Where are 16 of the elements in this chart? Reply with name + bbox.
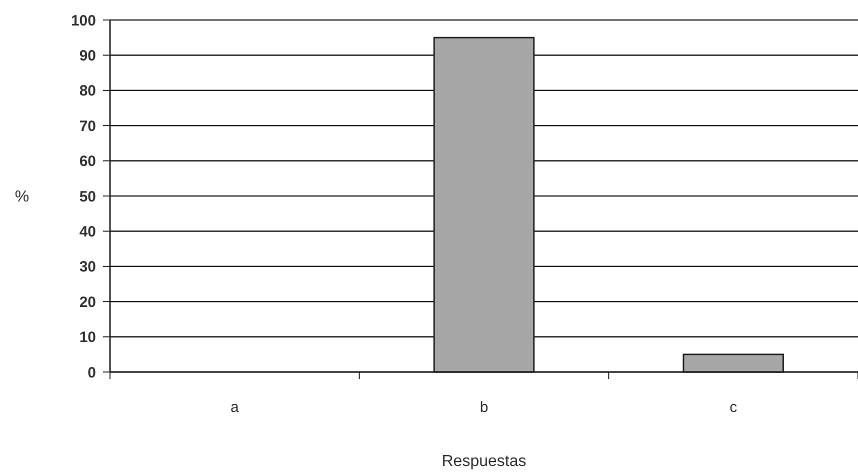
y-tick-label: 100 xyxy=(70,12,96,30)
y-tick-label: 10 xyxy=(79,329,96,346)
x-tick-label: b xyxy=(480,399,488,416)
y-tick-label: 50 xyxy=(79,188,96,206)
x-tick-label: a xyxy=(230,399,240,416)
y-axis-title: % xyxy=(14,188,30,206)
y-tick-label: 90 xyxy=(79,47,96,64)
x-axis-title: Respuestas xyxy=(442,453,526,470)
x-tick-label: c xyxy=(730,399,738,416)
y-tick-label: 0 xyxy=(88,364,96,382)
y-tick-label: 20 xyxy=(79,294,96,311)
y-tick-label: 40 xyxy=(79,223,96,240)
y-tick-label: 60 xyxy=(79,153,96,170)
y-tick-label: 80 xyxy=(79,82,96,100)
y-tick-label: 30 xyxy=(79,258,96,276)
y-tick-label: 70 xyxy=(79,118,96,135)
